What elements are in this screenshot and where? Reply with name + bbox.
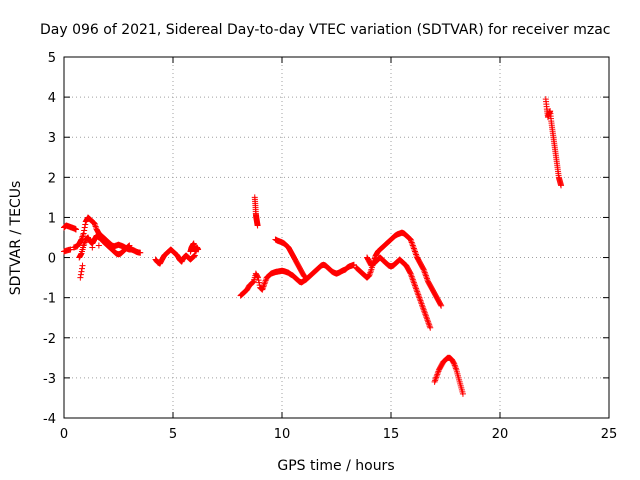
x-tick-label: 20 [492,427,509,442]
y-tick-label: 4 [48,91,56,106]
data-points [61,96,565,397]
data-point [126,242,133,249]
data-point [191,252,198,259]
data-point [191,253,198,260]
y-tick-label: -2 [43,332,56,347]
data-point [427,324,434,331]
y-tick-label: 1 [48,211,56,226]
x-tick-label: 15 [383,427,400,442]
y-tick-label: 3 [48,131,56,146]
data-point [195,246,202,253]
data-point [77,271,84,278]
data-point [407,269,414,276]
data-point [256,279,263,286]
x-tick-label: 0 [60,427,68,442]
x-tick-label: 10 [274,427,291,442]
series-late-lower [364,254,434,331]
data-point [302,274,309,281]
data-point [78,265,85,272]
series-early-outliers [77,242,102,281]
x-tick-label: 5 [169,427,177,442]
y-tick-label: 0 [48,252,56,267]
series-mid-right-cluster [187,240,202,255]
series-late-high [542,96,565,189]
data-point [249,279,256,286]
chart-title: Day 096 of 2021, Sidereal Day-to-day VTE… [40,22,610,38]
data-point [125,243,132,250]
data-point [437,301,444,308]
series-late-hump [353,229,445,309]
data-point [420,265,427,272]
data-point [255,277,262,284]
data-point [450,359,457,366]
data-point [459,390,466,397]
y-tick-label: -1 [43,292,56,307]
series-spike-9h [251,194,261,229]
y-tick-label: -4 [43,412,56,427]
data-point [254,273,261,280]
data-point [250,279,257,286]
data-point [301,273,308,280]
data-point [95,242,102,249]
data-point [81,224,88,231]
series-upper-early [61,222,79,233]
data-point [77,274,84,281]
series-late-low-arc [431,354,466,397]
axis-ticks: 0 5 10 15 20 25 -4 -3 -2 -1 0 1 2 3 4 5 [43,51,617,442]
y-axis-label: SDTVAR / TECUs [8,181,24,296]
data-point [77,237,84,244]
data-point [190,253,197,260]
series-mid-small [152,246,198,267]
series-early-main [61,214,144,256]
data-point [80,230,87,237]
grid [64,57,609,418]
x-tick-label: 25 [601,427,618,442]
data-point [125,243,132,250]
data-point [438,302,445,309]
data-point [137,249,144,256]
data-point [67,246,74,253]
data-point [558,182,565,189]
data-point [255,274,262,281]
data-point [254,222,261,229]
data-point [72,226,79,233]
data-point [79,262,86,269]
series-mid-upper [272,236,309,281]
series-mid-rise [237,261,357,299]
data-point [81,227,88,234]
data-point [78,268,85,275]
y-tick-label: 5 [48,51,56,66]
y-tick-label: 2 [48,171,56,186]
data-point [77,251,84,258]
data-point [82,221,89,228]
data-point [302,274,309,281]
x-axis-label: GPS time / hours [277,458,394,474]
y-tick-label: -3 [43,372,56,387]
plot-frame [63,56,610,419]
data-point [89,244,96,251]
series-early-lower [76,232,133,261]
